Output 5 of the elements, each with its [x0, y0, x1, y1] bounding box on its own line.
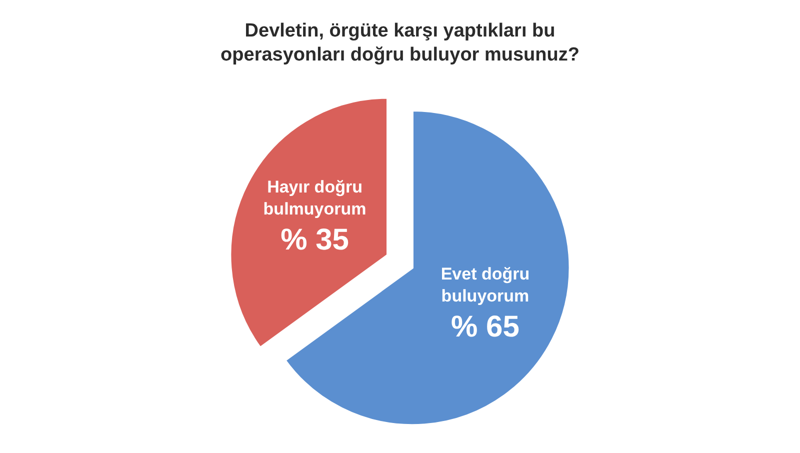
data-label: % 35	[280, 224, 349, 257]
data-label: % 65	[451, 310, 520, 344]
chart-title: Devletin, örgüte karşı yaptıkları bu operasyonları doğru buluyor musunuz?	[220, 20, 580, 66]
slice-label: Evet doğru buluyorum	[440, 264, 530, 306]
slice-label: Hayır doğru bulmuyorum	[263, 178, 366, 219]
